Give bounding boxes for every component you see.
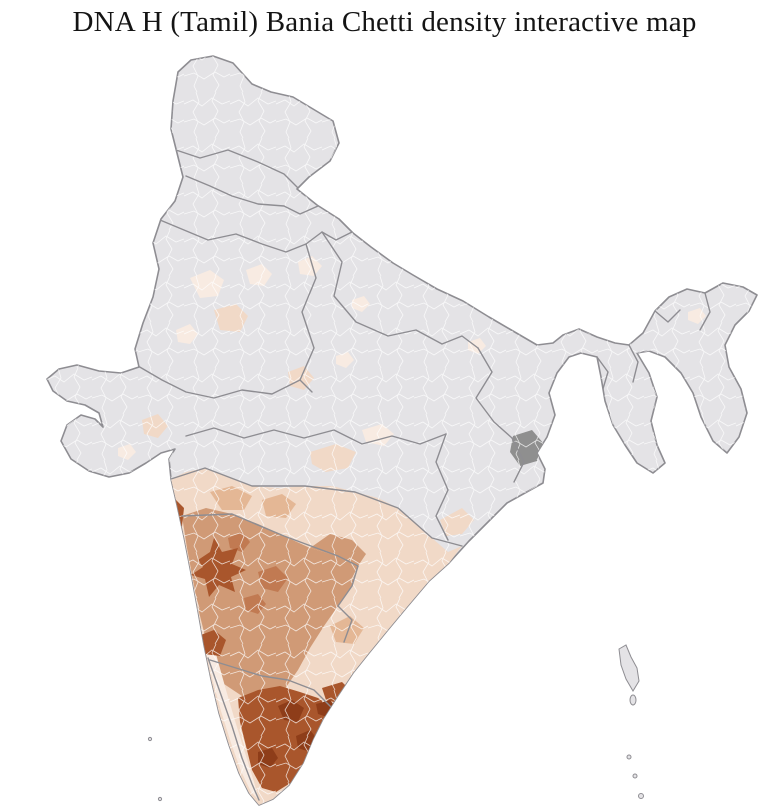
island-lakshadweep[interactable] <box>157 796 163 802</box>
andaman-nicobar-islands[interactable] <box>618 644 644 799</box>
island-andaman[interactable] <box>618 644 640 692</box>
island-nicobar[interactable] <box>638 793 644 799</box>
lakshadweep-islands[interactable] <box>147 736 163 802</box>
page-title: DNA H (Tamil) Bania Chetti density inter… <box>72 6 697 38</box>
island-lakshadweep[interactable] <box>147 736 153 742</box>
island-little-andaman[interactable] <box>629 694 637 706</box>
island-nicobar[interactable] <box>626 754 632 760</box>
island-nicobar[interactable] <box>632 773 638 779</box>
